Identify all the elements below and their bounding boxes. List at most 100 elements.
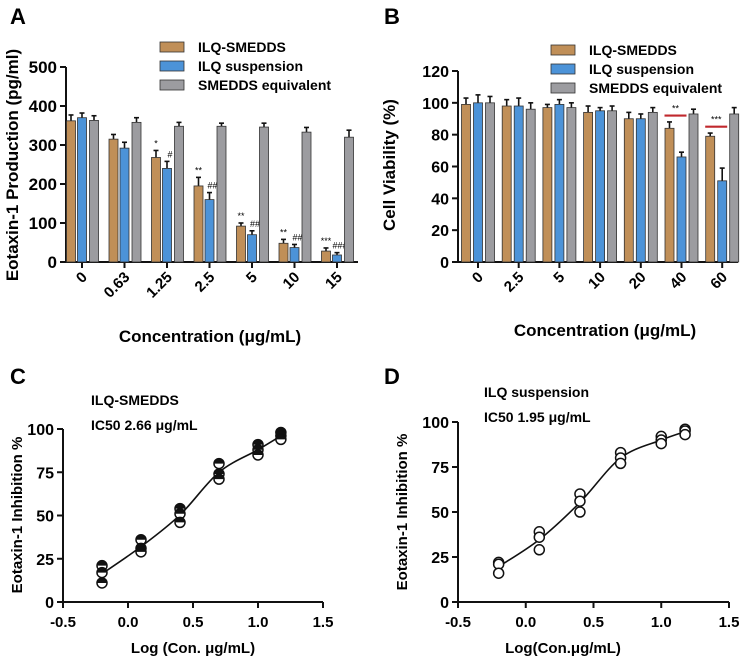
y-tick-label: 0 (440, 595, 449, 612)
data-point (574, 506, 586, 518)
bar (259, 126, 269, 263)
data-point-fill (253, 449, 263, 455)
significance-mark: ** (237, 211, 245, 221)
y-tick-label: 50 (36, 509, 54, 526)
bar (193, 185, 204, 263)
data-point-fill (136, 546, 146, 552)
data-point (679, 428, 691, 441)
legend-label: ILQ suspension (198, 58, 303, 74)
bar (485, 102, 495, 263)
data-point-fill (275, 434, 286, 440)
bar (461, 104, 471, 263)
x-tick-label: 15 (322, 269, 346, 293)
data-point-fill (214, 468, 224, 474)
y-tick-label: 80 (431, 128, 449, 145)
data-point-fill (175, 503, 185, 509)
y-tick-label: 75 (431, 460, 449, 477)
y-tick-label: 25 (36, 552, 54, 569)
bar (332, 254, 342, 263)
y-tick-label: 200 (29, 175, 57, 194)
data-point (533, 544, 546, 556)
x-tick-label: 5 (550, 269, 568, 287)
data-point (574, 495, 586, 507)
bar (729, 113, 740, 263)
x-tick-label: -0.5 (50, 614, 76, 631)
data-point-fill (253, 444, 263, 450)
bar (717, 180, 728, 263)
x-tick-label: 40 (667, 269, 691, 293)
bar (513, 105, 524, 263)
significance-mark: * (154, 138, 158, 148)
y-tick-label: 60 (431, 160, 449, 177)
bar (473, 102, 483, 263)
x-tick-label: 2.5 (501, 269, 528, 296)
bar (301, 131, 312, 263)
bar (321, 250, 331, 263)
annotation-text: ILQ suspension (484, 384, 589, 400)
bar (247, 234, 257, 263)
bar (278, 242, 289, 263)
significance-mark: ** (672, 104, 680, 114)
y-axis-label: Eotaxin-1 Inhibition % (9, 437, 26, 594)
y-tick-label: 20 (431, 223, 449, 240)
x-tick-label: -0.5 (445, 614, 471, 631)
bar (151, 157, 161, 263)
bar (131, 121, 142, 263)
y-tick-label: 0 (440, 255, 449, 272)
bar (607, 110, 617, 263)
bar (216, 125, 227, 263)
y-axis-label: Eotaxin-1 Inhibition % (394, 434, 411, 591)
y-tick-label: 40 (431, 191, 449, 208)
x-tick-label: 1.25 (143, 269, 176, 302)
y-tick-label: 25 (431, 550, 449, 567)
bar (676, 156, 687, 263)
x-tick-label: 5 (243, 269, 261, 287)
bar (566, 107, 577, 263)
legend-swatch (550, 82, 576, 94)
bar (89, 120, 99, 263)
bar (705, 135, 716, 263)
bar (77, 117, 87, 263)
bar (162, 167, 172, 263)
data-point-fill (136, 534, 146, 540)
significance-mark: ## (250, 219, 260, 229)
significance-mark: # (167, 149, 172, 159)
annotation-text: ILQ-SMEDDS (91, 392, 179, 408)
legend-swatch (550, 63, 576, 75)
bar (289, 247, 300, 263)
panel-label: B (384, 4, 400, 29)
y-axis-label: Cell Viability (%) (380, 99, 399, 231)
y-tick-label: 0 (48, 253, 57, 272)
data-point (614, 457, 627, 470)
bar (174, 125, 184, 263)
x-tick-label: 0 (73, 269, 91, 287)
bar (595, 110, 605, 263)
bar (66, 120, 76, 263)
significance-mark: ## (207, 181, 217, 191)
bar (542, 107, 553, 263)
y-tick-label: 100 (27, 422, 54, 439)
data-point (533, 531, 546, 543)
significance-mark: *** (711, 115, 722, 125)
bar (344, 136, 354, 263)
data-point-fill (175, 508, 185, 514)
bar (236, 225, 246, 263)
data-point-fill (214, 458, 224, 464)
x-tick-label: 0.63 (101, 269, 134, 302)
y-tick-label: 500 (29, 58, 57, 77)
x-tick-label: 20 (626, 269, 650, 293)
legend-swatch (159, 41, 185, 53)
x-tick-label: 2.5 (192, 269, 219, 296)
annotation-text: IC50 1.95 μg/mL (484, 409, 591, 425)
legend-swatch (159, 60, 185, 72)
legend-label: ILQ-SMEDDS (589, 42, 677, 58)
panel-label: A (10, 4, 26, 29)
y-tick-label: 100 (422, 415, 449, 432)
significance-mark: ** (280, 227, 288, 237)
y-tick-label: 120 (422, 64, 449, 81)
panel-label: D (384, 364, 400, 389)
data-point-fill (97, 567, 107, 573)
y-axis-label: Eotaxin-1 Production (pg/ml) (3, 49, 22, 281)
